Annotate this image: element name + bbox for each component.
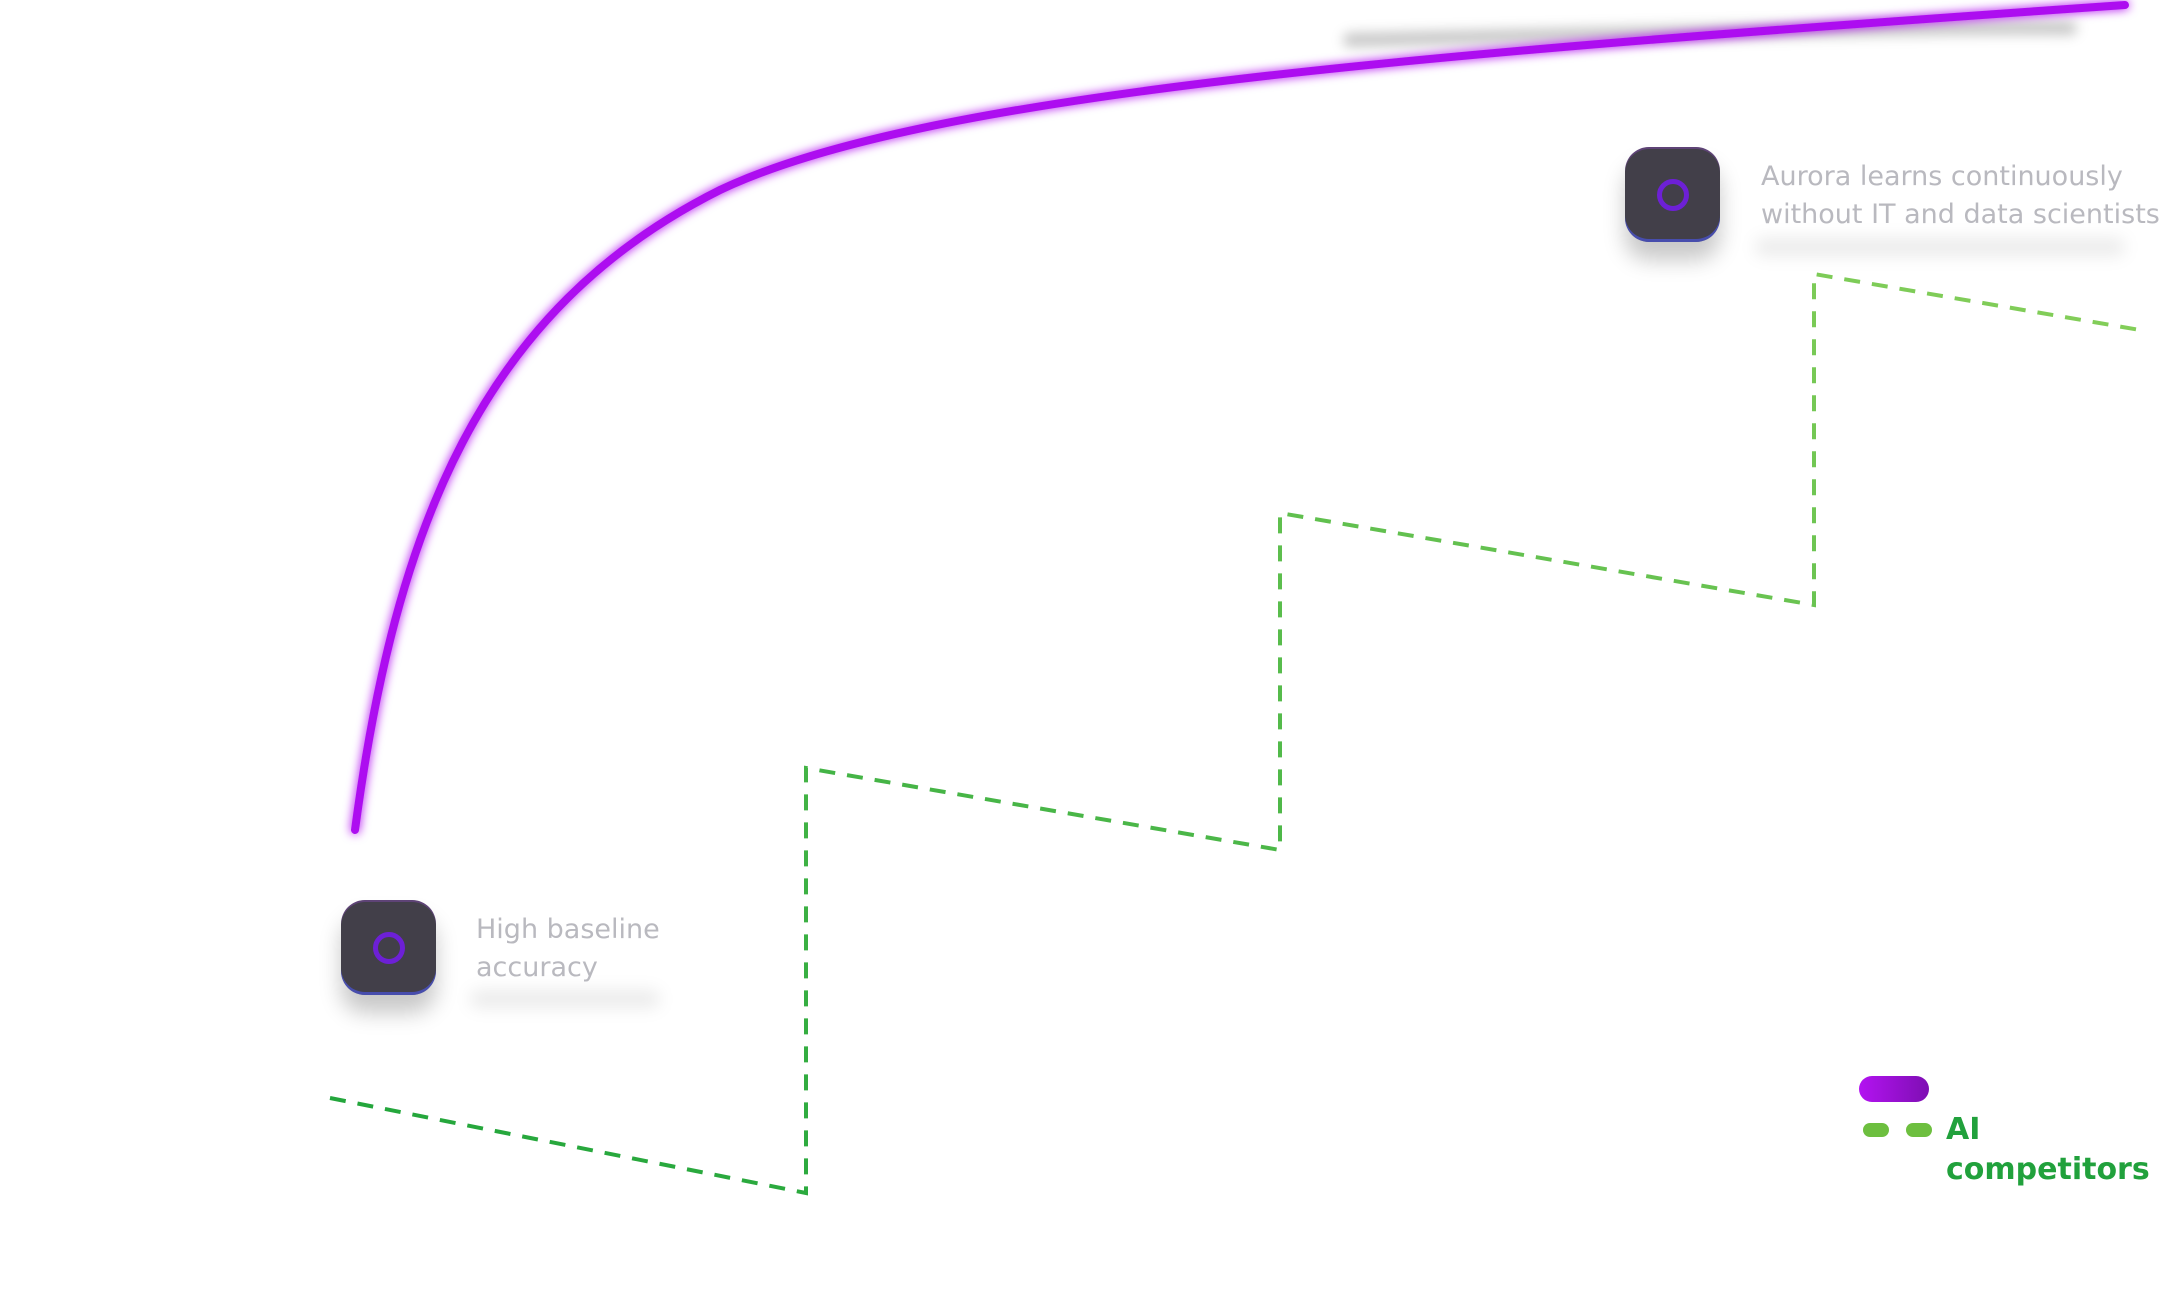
continuous-learning-marker	[1625, 147, 1720, 242]
legend-aurora-swatch	[1859, 1076, 1929, 1102]
legend-competitors-dash-2	[1906, 1123, 1932, 1137]
ring-icon	[1656, 178, 1689, 211]
baseline-label-shadow	[470, 990, 660, 1008]
continuous-learning-label: Aurora learns continuously without IT an…	[1761, 161, 2160, 230]
baseline-label: High baseline accuracy	[476, 914, 660, 983]
baseline-marker	[341, 900, 436, 995]
continuous-label-shadow	[1755, 238, 2125, 256]
legend-competitors-label: AI competitors	[1946, 1112, 2150, 1187]
ring-icon	[372, 931, 405, 964]
legend-competitors-dash-1	[1863, 1123, 1889, 1137]
competitors-staircase	[329, 271, 2141, 1196]
aurora-curve	[351, 1, 2129, 834]
